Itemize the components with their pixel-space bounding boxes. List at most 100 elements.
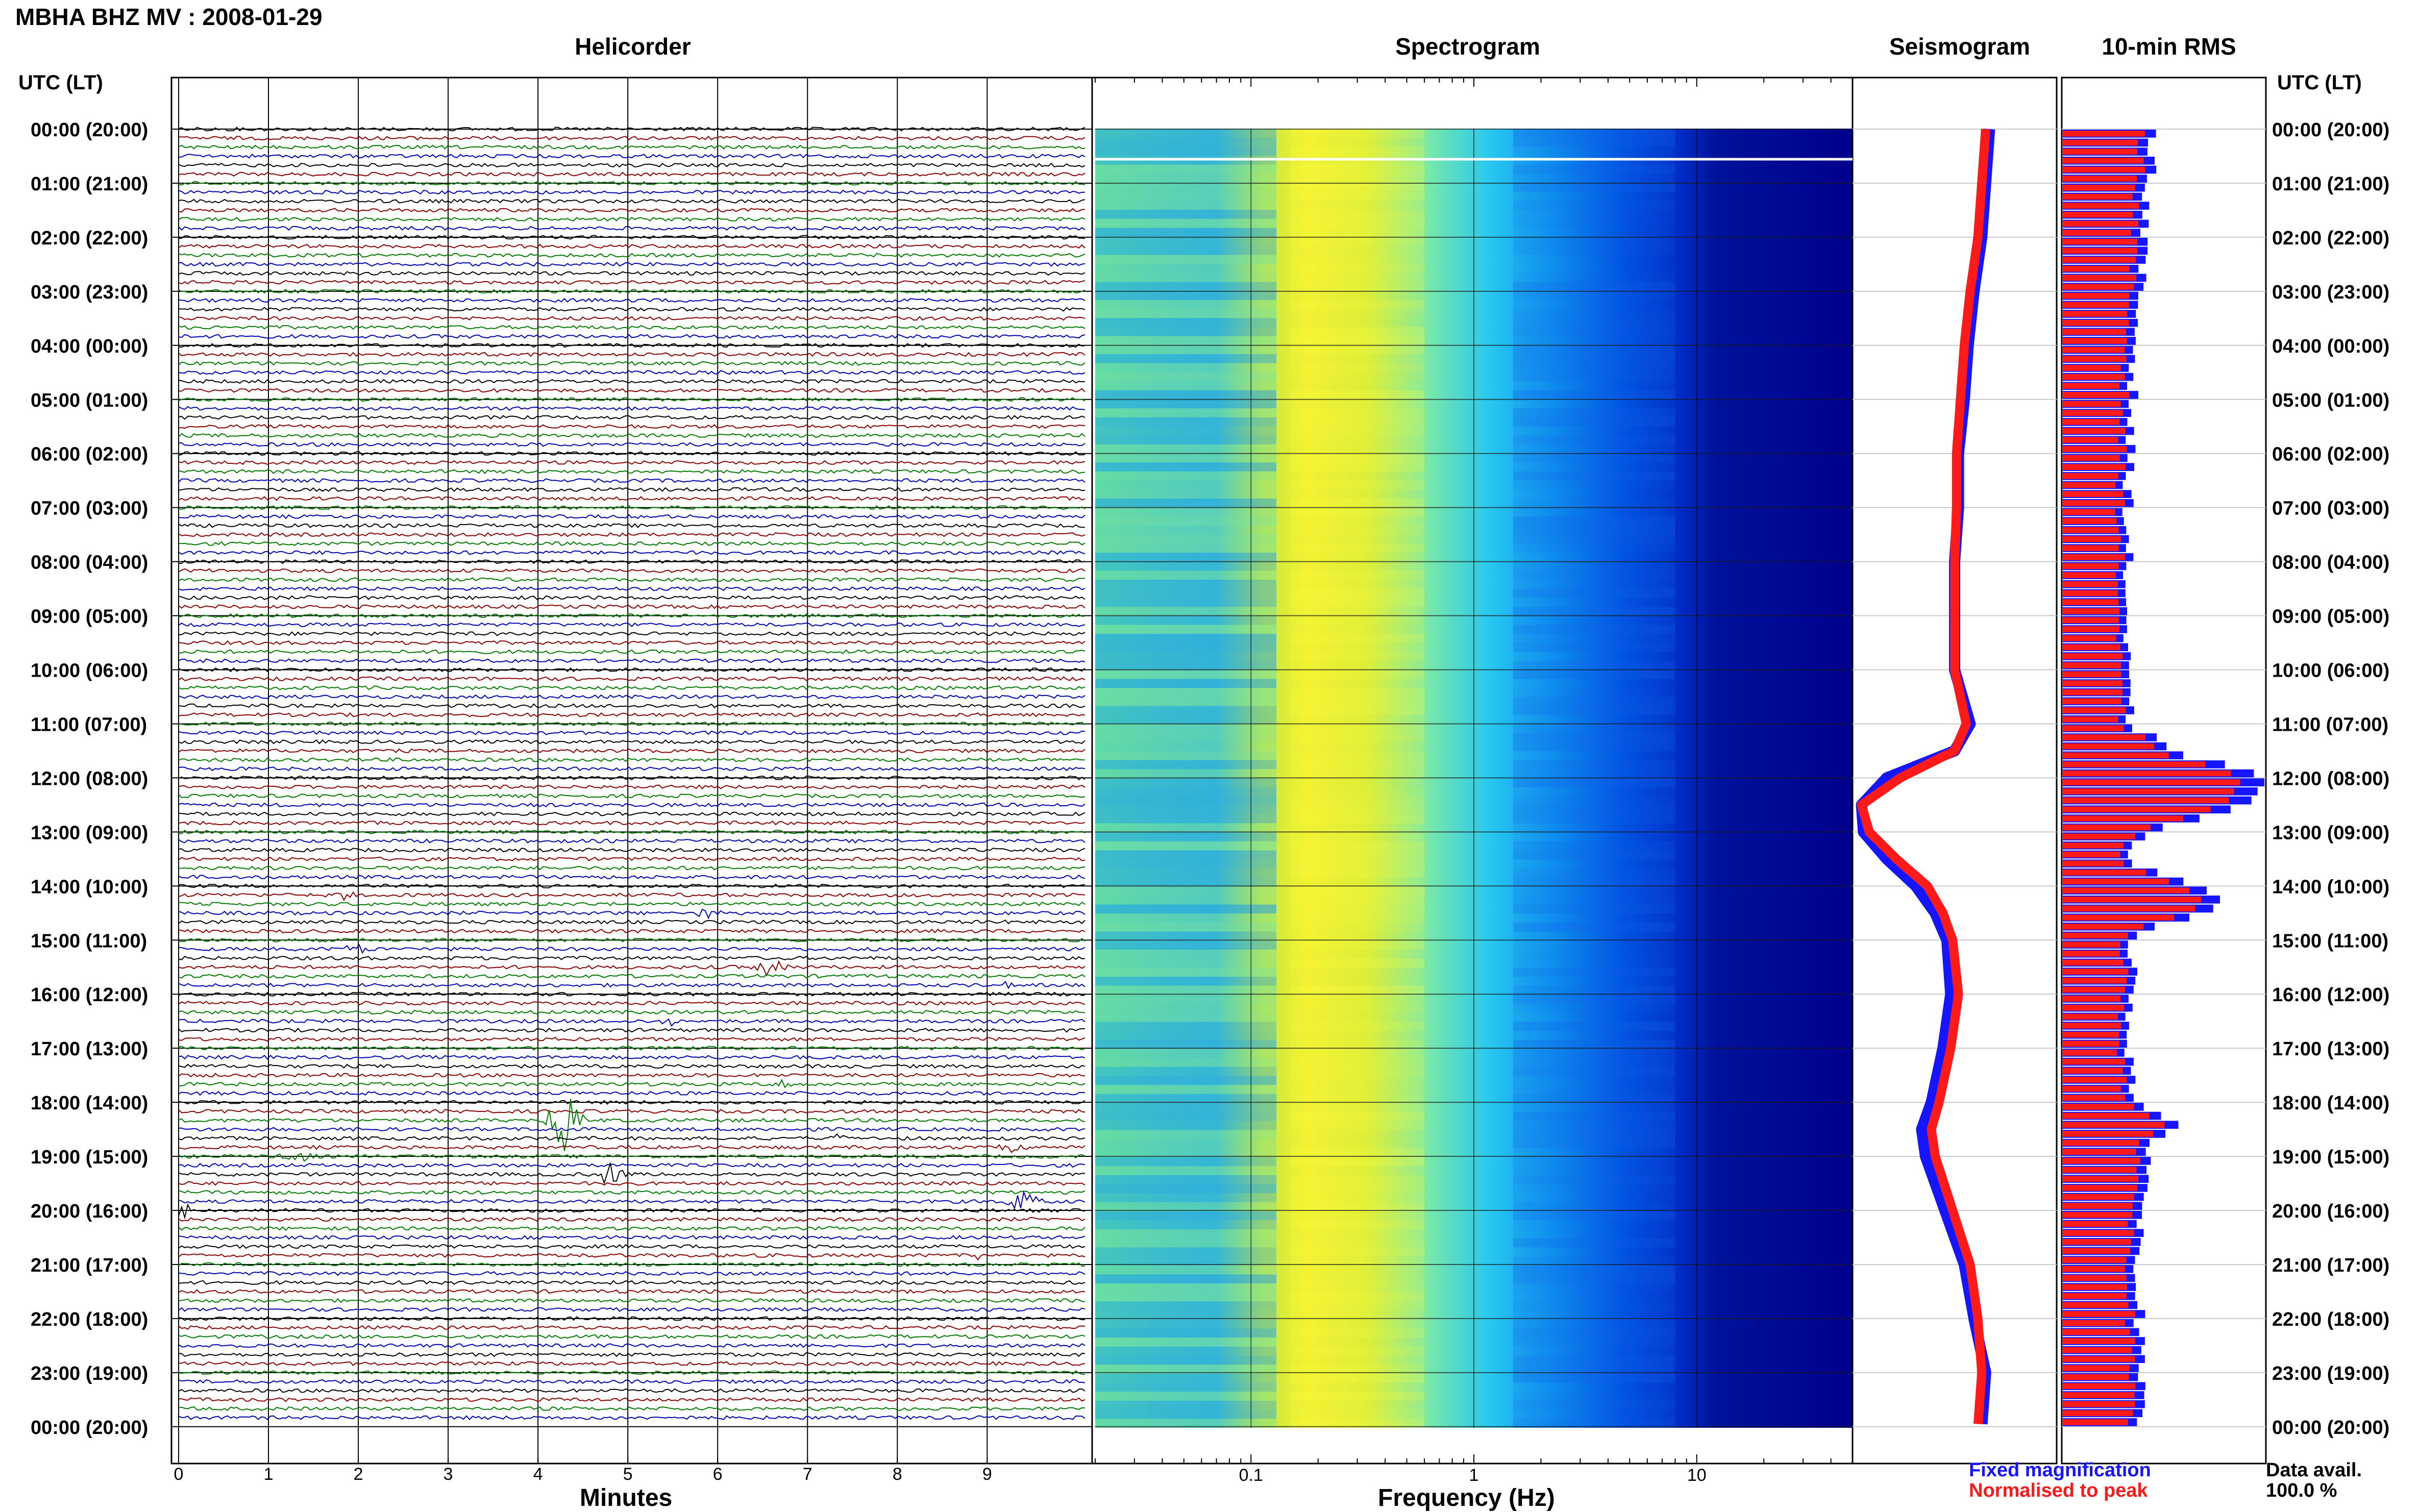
rms-bar-normalised [2063,419,2120,425]
spectrogram-mid-row [1513,408,1675,417]
helicorder-trace [178,171,1085,177]
rms-bar-normalised [2063,1410,2133,1417]
time-label-right: 15:00 (11:00) [2272,930,2388,952]
rms-bar-normalised [2063,1275,2127,1281]
spectrogram-microseism-row [1095,1265,1277,1275]
spectrogram-peak-row [1290,201,1425,210]
spectrogram-peak-row [1290,1319,1425,1329]
spectrogram-mid-row [1513,1193,1675,1202]
helicorder-trace [178,1244,1085,1249]
spectrogram-microseism-row [1095,598,1277,607]
spectrogram-microseism-row [1095,245,1277,255]
rms-bar-normalised [2063,554,2125,560]
spectrogram-microseism-row [1095,1220,1277,1230]
time-label-left: 23:00 (19:00) [31,1363,148,1384]
helicorder-trace [178,523,1085,528]
utc-header-right: UTC (LT) [2277,71,2362,94]
time-label-right: 01:00 (21:00) [2272,173,2389,195]
rms-bar-normalised [2063,1257,2127,1263]
helicorder-trace [178,307,1085,312]
spectrogram-microseism-row [1095,958,1277,968]
helicorder-trace [178,1189,1085,1195]
rms-bar-normalised [2063,1050,2117,1056]
spectrogram-microseism-row [1095,814,1277,824]
helicorder-trace [178,1316,1085,1321]
rms-bar-normalised [2063,986,2126,993]
spectrogram-peak-row [1290,922,1425,932]
helicorder-trace [178,1370,1085,1375]
spectrogram-mid-row [1513,1166,1675,1175]
helicorder-trace [178,658,1085,663]
helicorder-trace [178,1018,1085,1027]
helicorder-trace [178,1181,1085,1186]
spectrogram-peak-row [1290,1247,1425,1257]
minute-tick-label: 9 [982,1465,992,1484]
rms-bar-normalised [2063,1085,2121,1092]
spectrogram-mid-row [1513,318,1675,327]
spectrogram-microseism-row [1095,661,1277,670]
rms-bar-normalised [2063,770,2231,777]
rms-bar-normalised [2063,617,2119,624]
spectrogram-peak-row [1290,787,1425,797]
rms-bar-normalised [2063,527,2119,533]
rms-bar-normalised [2063,1221,2128,1227]
spectrogram-mid-row [1513,201,1675,210]
spectrogram-peak-row [1290,1175,1425,1184]
spectrogram-mid-row [1513,1157,1675,1167]
spectrogram-microseism-row [1095,1148,1277,1157]
spectrogram-microseism-row [1095,399,1277,409]
spectrogram-mid-row [1513,823,1675,833]
helicorder-trace [178,865,1085,871]
spectrogram-microseism-row [1095,922,1277,932]
spectrogram-mid-row [1513,399,1675,409]
spectrogram-peak-row [1290,1166,1425,1175]
helicorder-trace [178,243,1085,249]
spectrogram-microseism-row [1095,805,1277,814]
helicorder-trace [179,721,1085,727]
spectrogram-microseism-row [1095,291,1277,300]
rms-bar-normalised [2063,914,2175,921]
spectrogram-peak-row [1290,778,1425,787]
spectrogram-microseism-row [1095,300,1277,309]
spectrogram-microseism-row [1095,1076,1277,1085]
rms-bar-normalised [2063,1040,2119,1047]
rms-bar-normalised [2063,329,2126,335]
spectrogram-mid-row [1513,1211,1675,1221]
helicorder-trace [178,505,1085,510]
frequency-axis-label: Frequency (Hz) [1378,1484,1555,1511]
helicorder-trace [178,1217,1085,1222]
spectrogram-mid-row [1513,543,1675,553]
rms-bar-normalised [2063,851,2120,858]
helicorder-trace [178,1406,1085,1411]
rms-bar-normalised [2063,797,2229,804]
rms-bar-normalised [2063,193,2133,200]
spectrogram-mid-row [1513,1094,1675,1103]
spectrogram-microseism-row [1095,480,1277,490]
spectrogram-mid-row [1513,634,1675,643]
rms-bar-normalised [2063,788,2234,795]
spectrogram-microseism-row [1095,336,1277,345]
spectrogram-microseism-row [1095,913,1277,923]
rms-bar-normalised [2063,437,2118,443]
rms-bar-normalised [2063,1004,2125,1011]
spectrogram-microseism-row [1095,724,1277,733]
helicorder-trace [178,162,1085,168]
rms-bar-normalised [2063,1176,2139,1182]
spectrogram-microseism-row [1095,1139,1277,1148]
rms-bar-normalised [2063,1365,2130,1371]
spectrogram-peak-row [1290,462,1425,472]
spectrogram-mid-row [1513,580,1675,589]
rms-bar-normalised [2063,238,2138,245]
spectrogram-peak-row [1290,1130,1425,1139]
helicorder-trace [178,1054,1085,1060]
time-label-left: 06:00 (02:00) [31,444,148,465]
spectrogram-peak-row [1290,1049,1425,1058]
rms-bar-normalised [2063,1392,2135,1398]
spectrogram-peak-row [1290,1419,1425,1428]
spectrogram-microseism-row [1095,498,1277,508]
rms-bar-normalised [2063,1266,2125,1272]
spectrogram-mid-row [1513,1085,1675,1094]
spectrogram-peak-row [1290,1392,1425,1401]
spectrogram-microseism-row [1095,949,1277,959]
spectrogram-peak-row [1290,652,1425,661]
